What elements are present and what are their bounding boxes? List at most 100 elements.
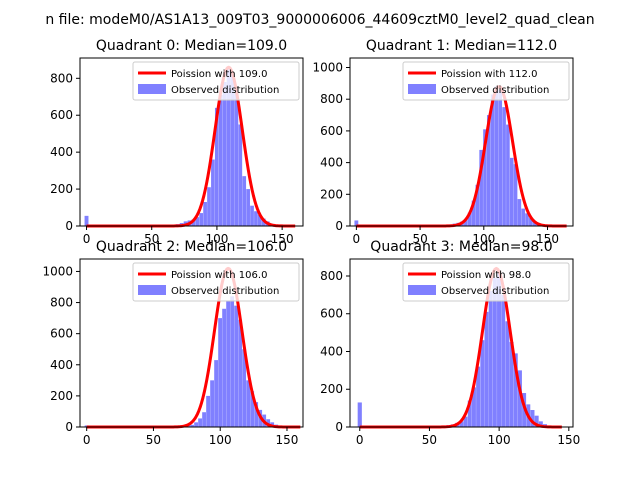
observed-bar [218, 318, 223, 427]
y-tick-label: 600 [50, 108, 73, 122]
y-tick-label: 200 [50, 389, 73, 403]
observed-bar-outlier [84, 425, 89, 427]
observed-bar [230, 296, 235, 427]
x-tick-label: 150 [557, 433, 580, 447]
y-tick-label: 400 [320, 344, 343, 358]
x-tick-label: 100 [488, 433, 511, 447]
legend: Poission with 106.0 Observed distribution [132, 262, 300, 302]
observed-bar [521, 208, 526, 226]
observed-bar [467, 400, 472, 427]
legend-observed-label: Observed distribution [441, 85, 549, 96]
observed-bar [230, 72, 235, 227]
observed-bar [234, 305, 239, 427]
observed-bar [242, 176, 247, 226]
y-tick-label: 1000 [312, 61, 343, 75]
subplot-title: Quadrant 1: Median=112.0 [366, 38, 557, 54]
subplot-2: 0 50 100 150 0 200 400 600 800 1000 Quadrant 2: Me… [42, 239, 304, 447]
legend-observed-swatch [138, 285, 166, 295]
y-tick-label: 400 [50, 358, 73, 372]
observed-bar [492, 277, 497, 427]
observed-bar [198, 418, 202, 427]
observed-bar [238, 319, 243, 427]
x-tick-label: 0 [356, 433, 364, 447]
observed-bar [246, 189, 250, 226]
observed-bar [199, 213, 204, 226]
observed-bar [250, 205, 254, 226]
observed-bar [480, 340, 485, 427]
x-tick-label: 100 [205, 232, 228, 246]
observed-bar [207, 187, 211, 226]
observed-bar [211, 159, 215, 226]
legend-fit-label: Poission with 98.0 [441, 270, 531, 281]
observed-bar [530, 410, 535, 427]
observed-bar [254, 402, 259, 427]
subplots: 0 50 100 150 0 200 400 600 800 Quadrant 0: Median… [42, 38, 580, 447]
y-tick-label: 600 [320, 307, 343, 321]
observed-bar [494, 86, 499, 226]
observed-bar [214, 107, 219, 226]
x-tick-label: 150 [536, 232, 559, 246]
observed-bar [242, 349, 247, 427]
subplot-1: 0 50 100 150 0 200 400 600 800 1000 Quadrant 1: Me… [312, 38, 574, 246]
y-tick-label: 600 [50, 327, 73, 341]
observed-bar [467, 212, 472, 226]
x-tick-label: 50 [412, 232, 427, 246]
observed-bar [250, 391, 255, 427]
legend-box [132, 61, 300, 101]
subplot-title: Quadrant 3: Median=98.0 [370, 239, 552, 255]
observed-bar [532, 221, 537, 226]
axes-frame [79, 258, 304, 428]
observed-bar [246, 380, 251, 427]
x-tick-label: 100 [209, 433, 232, 447]
y-tick-label: 0 [65, 420, 73, 434]
legend-box [402, 61, 570, 101]
observed-bar-outlier [354, 220, 359, 226]
observed-bar [214, 360, 219, 427]
observed-bar [497, 272, 502, 427]
observed-bar [226, 67, 231, 226]
y-tick-label: 800 [50, 71, 73, 85]
observed-bar [529, 218, 533, 226]
observed-bar [509, 157, 514, 226]
observed-bars [354, 86, 548, 226]
x-tick-label: 0 [83, 433, 91, 447]
observed-bar-outlier [84, 215, 89, 226]
observed-bar [191, 219, 196, 226]
observed-bar [464, 218, 468, 226]
y-tick-label: 0 [65, 219, 73, 233]
observed-bar [234, 93, 239, 226]
observed-bar [203, 202, 207, 226]
observed-bar [517, 199, 522, 226]
legend-fit-label: Poission with 109.0 [171, 69, 267, 80]
axes-frame [79, 57, 304, 227]
y-tick-label: 200 [320, 382, 343, 396]
subplot-3: 0 50 100 150 0 200 400 600 800 Quadrant 3: Median… [320, 239, 580, 447]
legend-fit-label: Poission with 106.0 [171, 270, 267, 281]
subplot-0: 0 50 100 150 0 200 400 600 800 Quadrant 0: Median… [50, 38, 304, 246]
observed-bar [254, 211, 258, 226]
observed-bar [513, 164, 518, 226]
observed-bar [463, 416, 468, 427]
legend-observed-swatch [138, 84, 166, 94]
y-tick-label: 800 [320, 92, 343, 106]
y-tick-label: 800 [50, 296, 73, 310]
y-tick-label: 800 [320, 269, 343, 283]
observed-bar [258, 214, 262, 226]
x-tick-label: 150 [276, 433, 299, 447]
observed-bar [505, 321, 510, 427]
y-tick-label: 400 [50, 145, 73, 159]
figure-title: n file: modeM0/AS1A13_009T03_9000006006_… [45, 12, 594, 28]
observed-bar [471, 387, 476, 427]
observed-bar [194, 422, 198, 427]
legend-box [132, 262, 300, 302]
observed-bar [475, 184, 480, 226]
subplot-title: Quadrant 2: Median=106.0 [96, 239, 287, 255]
legend-observed-swatch [408, 285, 436, 295]
observed-bar [195, 217, 200, 226]
observed-bar [190, 424, 194, 427]
observed-bar [502, 107, 506, 226]
observed-bar [222, 82, 227, 226]
x-tick-label: 0 [353, 232, 361, 246]
observed-bar [498, 89, 503, 226]
